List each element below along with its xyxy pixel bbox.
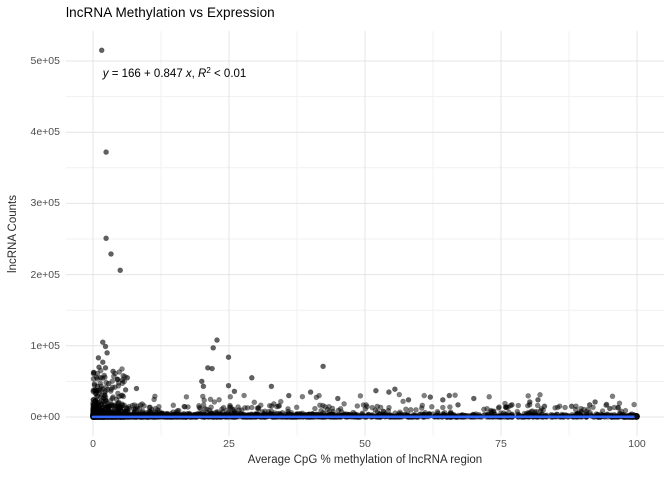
regression-line bbox=[91, 413, 640, 420]
x-tick-label: 50 bbox=[359, 438, 371, 450]
equation-tail: < 0.01 bbox=[210, 68, 247, 80]
x-axis-title: Average CpG % methylation of lncRNA regi… bbox=[247, 454, 483, 466]
y-tick-label: 1e+05 bbox=[30, 339, 61, 352]
equation-body: = 166 + 0.847 bbox=[108, 68, 186, 80]
equation-r-var: R bbox=[198, 68, 207, 80]
equation-x-var: x bbox=[185, 68, 192, 80]
equation-exponent: 2 bbox=[206, 66, 211, 75]
y-tick-label: 4e+05 bbox=[30, 126, 61, 139]
regression-equation-annotation: y = 166 + 0.847 x, R2 < 0.01 bbox=[90, 54, 247, 92]
x-tick-label: 25 bbox=[223, 438, 235, 450]
x-tick-label: 0 bbox=[90, 438, 96, 450]
x-tick-label: 75 bbox=[495, 438, 507, 450]
chart-title: lncRNA Methylation vs Expression bbox=[66, 5, 275, 20]
y-tick-label: 0e+00 bbox=[30, 411, 61, 423]
x-tick-label: 100 bbox=[628, 438, 646, 450]
y-tick-label: 3e+05 bbox=[30, 197, 61, 210]
equation-comma: , bbox=[191, 68, 199, 80]
equation-y-var: y bbox=[102, 68, 109, 80]
y-tick-label: 2e+05 bbox=[30, 268, 61, 281]
y-tick-label: 5e+05 bbox=[30, 55, 61, 67]
gridlines bbox=[65, 31, 665, 436]
